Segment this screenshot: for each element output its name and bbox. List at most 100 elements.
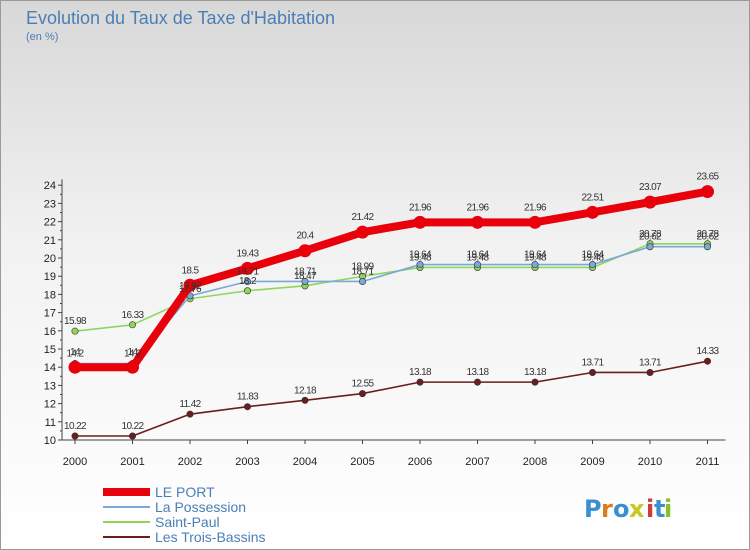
data-label: 19.64	[524, 250, 547, 261]
data-label: 19.48	[466, 252, 489, 263]
series-line	[75, 360, 708, 437]
data-point	[646, 243, 654, 251]
data-label: 20.78	[696, 229, 719, 240]
data-point	[298, 244, 312, 258]
logo-letter: P	[584, 495, 602, 523]
legend-label: La Possession	[155, 499, 246, 515]
axes: 10 11 12 13 14 15 16 17 18 19 20 21 22 23 24 2000 2001 20…	[44, 179, 726, 468]
data-point	[358, 390, 366, 398]
data-label: 18.71	[236, 266, 259, 277]
data-label: 21.96	[409, 202, 432, 213]
data-label: 19.64	[581, 250, 604, 261]
y-tick-label: 16	[44, 326, 56, 338]
data-label: 14	[70, 347, 81, 358]
data-label: 13.18	[409, 367, 432, 378]
data-label: 20.62	[696, 232, 719, 243]
logo-letter: t	[654, 495, 665, 523]
data-label: 22.51	[581, 192, 604, 203]
data-point	[183, 278, 197, 292]
data-point	[71, 327, 79, 335]
legend-label: LE PORT	[155, 484, 215, 500]
data-point	[71, 432, 79, 440]
y-tick-label: 14	[44, 362, 56, 374]
y-tick-label: 21	[44, 235, 56, 247]
data-label: 16.33	[121, 310, 144, 321]
series-line	[75, 245, 708, 365]
data-point	[473, 378, 481, 386]
data-point	[301, 396, 309, 404]
chart-title: Evolution du Taux de Taxe d'Habitation	[26, 8, 335, 28]
data-label: 12.55	[351, 379, 374, 390]
data-label: 18.2	[239, 276, 257, 287]
data-label: 14.2	[66, 349, 84, 360]
data-label: 13.71	[639, 357, 662, 368]
data-label: 20.62	[639, 232, 662, 243]
legend-label: Saint-Paul	[155, 514, 220, 530]
logo-letter: o	[613, 495, 630, 523]
data-label: 18.71	[351, 266, 374, 277]
data-label: 14.33	[696, 346, 719, 357]
data-point	[129, 321, 137, 329]
data-point	[703, 357, 711, 365]
x-tick-label: 2005	[350, 456, 374, 468]
x-tick-label: 2011	[696, 456, 720, 468]
data-point	[586, 205, 599, 219]
data-label: 18.99	[351, 261, 374, 272]
data-point	[68, 360, 82, 374]
data-label: 20.78	[639, 229, 662, 240]
data-label: 23.65	[696, 172, 719, 183]
data-label: 19.43	[236, 248, 259, 259]
data-point	[646, 368, 654, 376]
data-point	[701, 185, 714, 199]
data-label: 17.76	[179, 284, 202, 295]
y-tick-label: 23	[44, 198, 56, 210]
data-point	[703, 243, 711, 251]
y-tick-label: 20	[44, 253, 56, 265]
x-tick-label: 2002	[178, 456, 202, 468]
data-point	[588, 261, 596, 269]
data-point	[416, 261, 424, 269]
y-tick-label: 12	[44, 399, 56, 411]
data-point	[531, 378, 539, 386]
data-label: 20.4	[296, 231, 314, 242]
series-layer	[68, 185, 714, 440]
data-point	[244, 287, 252, 295]
y-tick-label: 18	[44, 289, 56, 301]
x-tick-label: 2001	[120, 456, 144, 468]
data-point	[129, 432, 137, 440]
logo-letter: r	[601, 495, 613, 523]
data-point	[471, 215, 484, 229]
y-tick-label: 19	[44, 271, 56, 283]
data-point	[301, 277, 309, 285]
logo-letter: i	[646, 495, 654, 523]
data-point	[186, 410, 194, 418]
data-label: 18.47	[294, 271, 317, 282]
x-tick-label: 2000	[63, 456, 87, 468]
data-label: 14	[128, 347, 139, 358]
data-label: 13.18	[524, 367, 547, 378]
data-point	[241, 261, 254, 275]
data-point	[531, 261, 539, 269]
data-label: 11.42	[179, 399, 201, 410]
data-label: 18.5	[181, 265, 199, 276]
y-tick-label: 10	[44, 435, 56, 447]
logo-letter: x	[629, 495, 645, 523]
data-label: 12.18	[294, 385, 317, 396]
y-tick-label: 13	[44, 380, 56, 392]
data-label: 17.92	[179, 281, 202, 292]
data-label: 21.42	[351, 212, 374, 223]
x-tick-label: 2004	[293, 456, 317, 468]
data-label: 21.96	[524, 202, 547, 213]
data-point	[528, 215, 542, 229]
data-label: 23.07	[639, 182, 662, 193]
data-label: 10.22	[64, 421, 87, 432]
data-label: 21.96	[466, 202, 489, 213]
data-point	[416, 378, 424, 386]
x-tick-label: 2010	[638, 456, 662, 468]
data-point	[643, 195, 657, 209]
x-tick-label: 2009	[580, 456, 604, 468]
data-point	[358, 277, 366, 285]
